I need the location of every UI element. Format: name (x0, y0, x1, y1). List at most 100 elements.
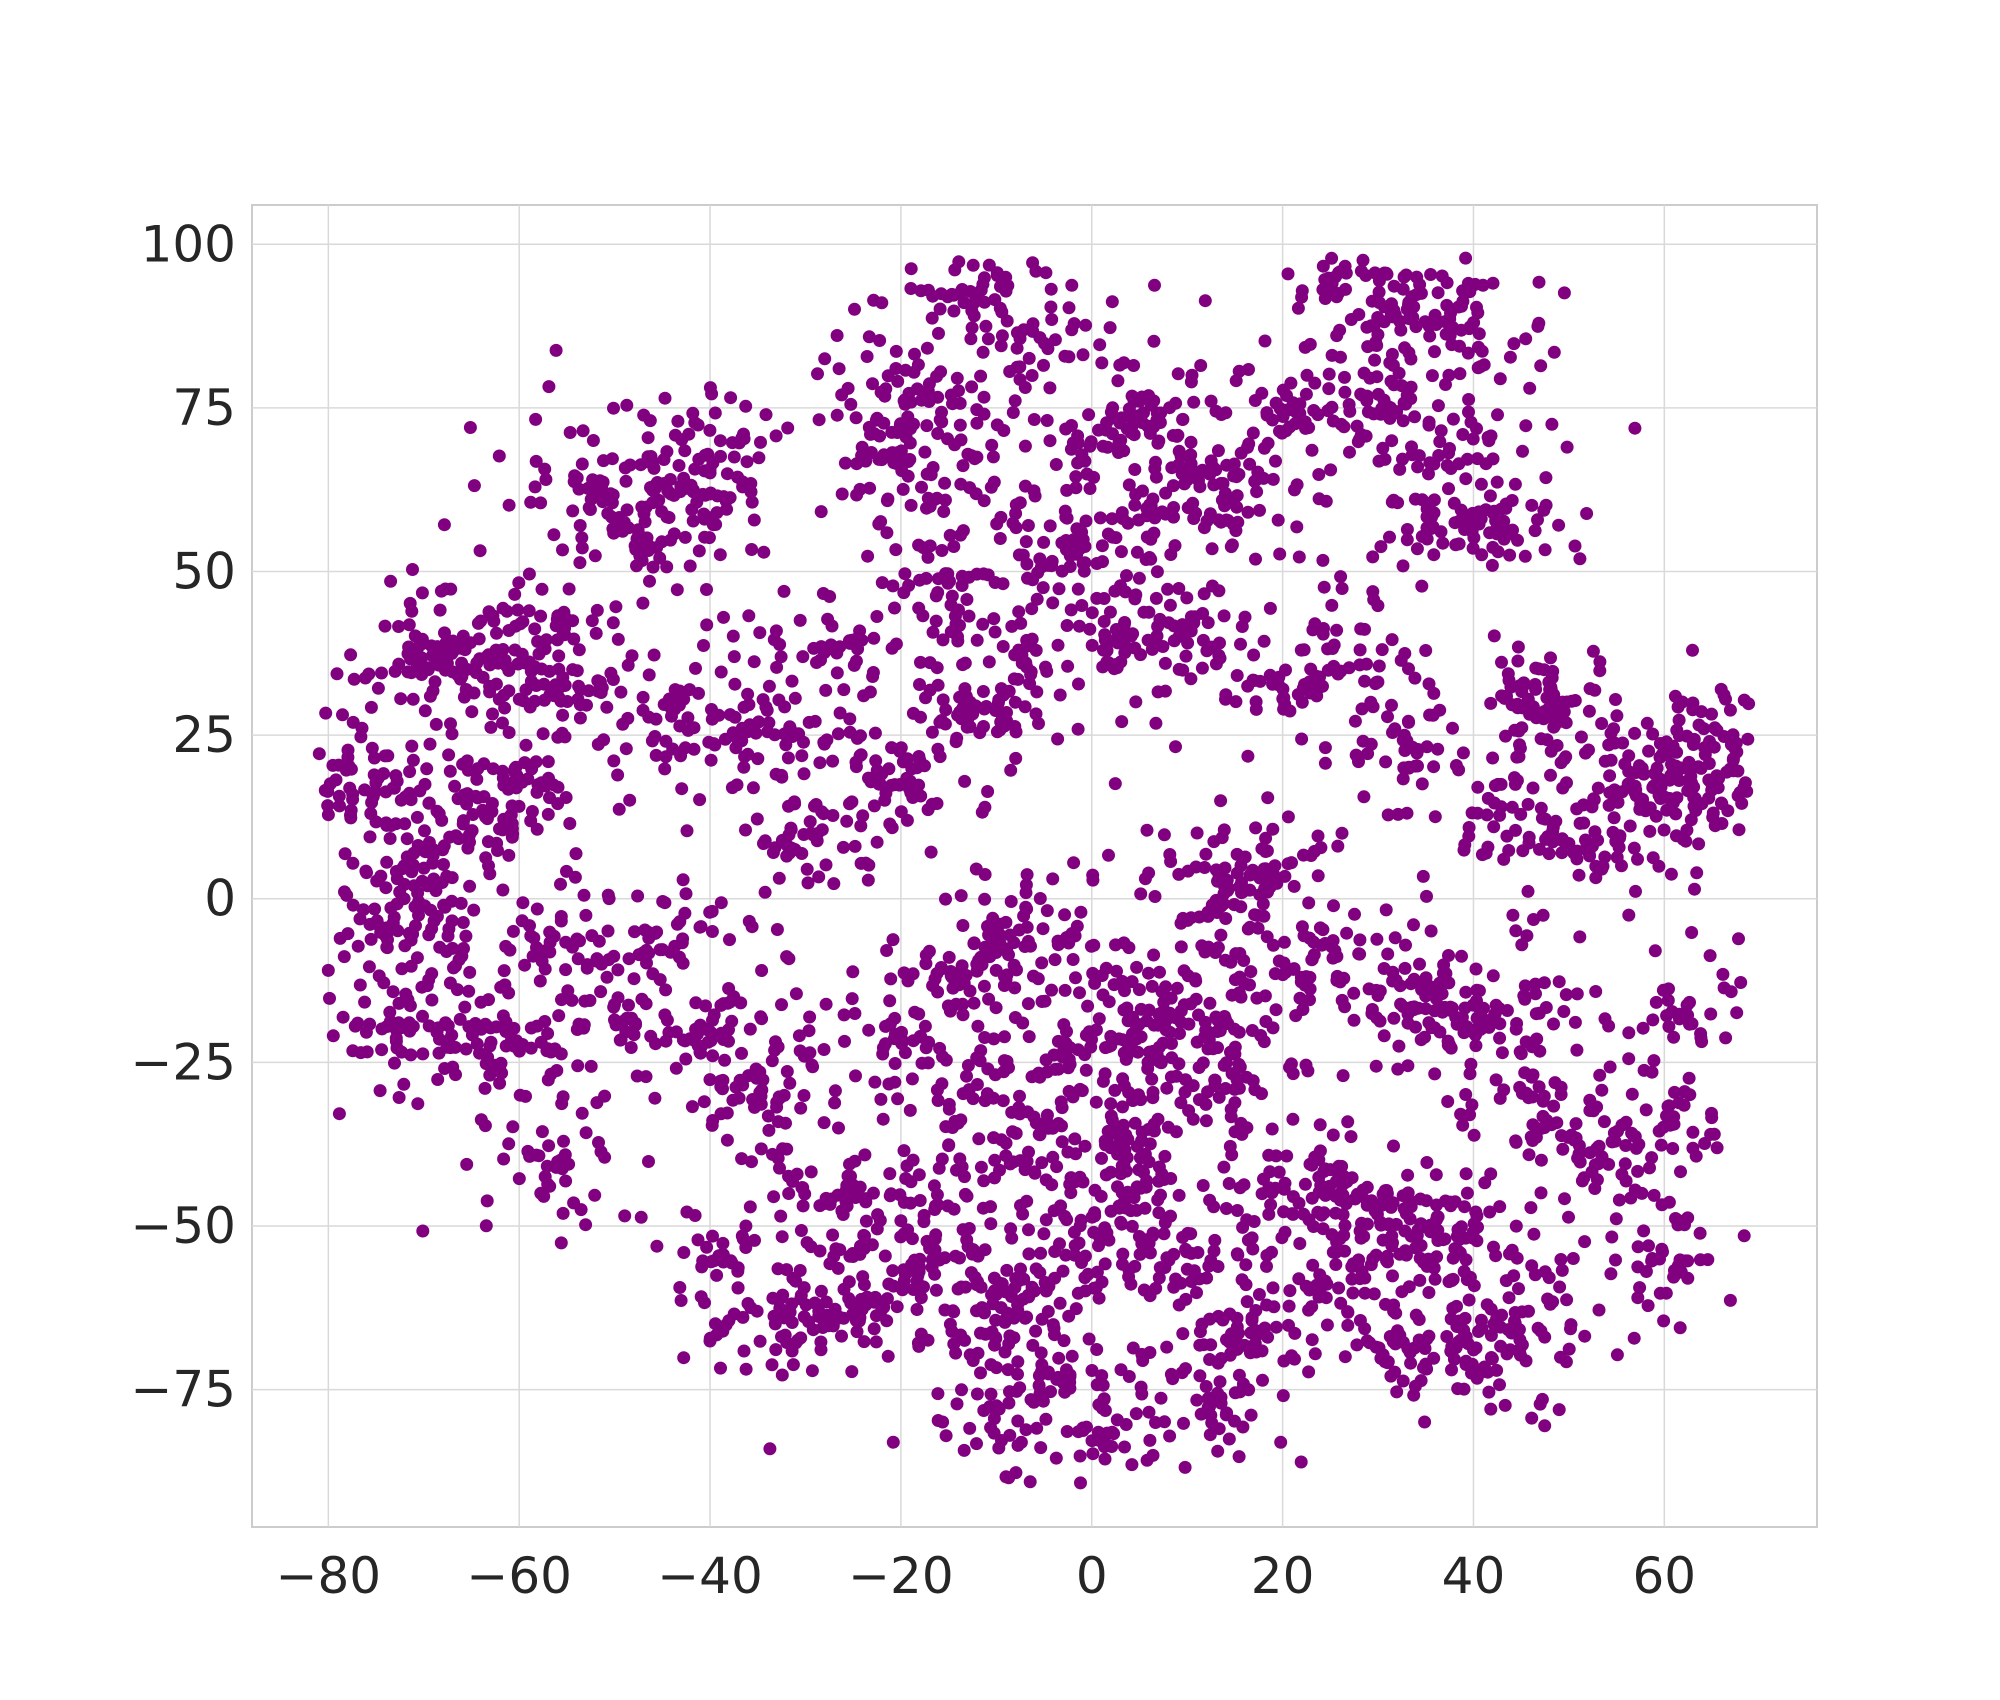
scatter-point (1327, 638, 1341, 652)
scatter-point (1526, 781, 1540, 795)
scatter-point (502, 684, 516, 698)
scatter-point (1274, 1435, 1288, 1449)
scatter-point (1579, 833, 1592, 847)
scatter-point (628, 539, 642, 553)
scatter-point (1430, 1198, 1443, 1212)
scatter-point (1149, 470, 1163, 484)
scatter-point (773, 1301, 787, 1315)
scatter-point (1415, 579, 1429, 593)
scatter-point (1066, 953, 1080, 966)
scatter-point (607, 754, 621, 768)
scatter-point (1454, 1220, 1468, 1234)
scatter-point (832, 362, 846, 376)
scatter-point (1179, 1362, 1192, 1376)
scatter-point (391, 924, 405, 938)
scatter-point (1465, 1098, 1479, 1112)
scatter-point (1037, 358, 1050, 372)
scatter-point (1381, 947, 1395, 961)
scatter-point (1734, 976, 1748, 989)
scatter-point (600, 700, 614, 714)
scatter-point (1059, 422, 1073, 436)
scatter-point (956, 701, 970, 715)
scatter-point (1218, 1012, 1232, 1026)
scatter-point (1096, 988, 1110, 1002)
scatter-point (403, 999, 417, 1013)
scatter-point (1619, 1115, 1633, 1129)
scatter-point (883, 817, 897, 831)
scatter-point (1163, 1429, 1177, 1443)
scatter-point (803, 815, 817, 829)
scatter-point (1227, 898, 1241, 912)
scatter-point (1539, 471, 1553, 485)
scatter-point (1285, 856, 1298, 870)
scatter-point (1398, 961, 1412, 975)
scatter-point (811, 367, 824, 381)
scatter-point (898, 1046, 912, 1060)
scatter-point (1045, 554, 1059, 568)
scatter-point (1493, 372, 1507, 386)
scatter-point (401, 665, 415, 679)
scatter-point (1454, 503, 1468, 517)
scatter-point (1662, 1020, 1676, 1033)
scatter-point (1277, 1205, 1291, 1219)
scatter-point (1057, 1018, 1071, 1032)
scatter-point (862, 858, 876, 872)
scatter-point (1085, 638, 1099, 652)
scatter-point (445, 1028, 459, 1042)
scatter-point (1468, 277, 1482, 291)
scatter-point (607, 526, 621, 540)
scatter-point (1453, 367, 1467, 381)
scatter-point (1505, 800, 1519, 814)
scatter-point (1079, 1028, 1093, 1042)
scatter-point (590, 1096, 604, 1110)
scatter-point (1652, 859, 1666, 873)
scatter-point (1281, 810, 1295, 824)
scatter-point (405, 739, 419, 753)
scatter-point (920, 341, 934, 355)
scatter-point (1003, 1428, 1017, 1442)
scatter-point (1011, 1355, 1025, 1369)
scatter-point (958, 656, 972, 670)
scatter-point (891, 374, 905, 388)
scatter-point (1649, 995, 1663, 1009)
scatter-point (1318, 273, 1332, 287)
scatter-point (1605, 1230, 1619, 1244)
scatter-point (1460, 452, 1474, 466)
scatter-point (1311, 869, 1325, 883)
scatter-point (631, 889, 645, 903)
scatter-point (1071, 582, 1085, 596)
scatter-point (1027, 413, 1041, 426)
scatter-point (605, 496, 619, 510)
scatter-point (981, 332, 995, 346)
scatter-point (797, 1310, 811, 1324)
scatter-point (804, 1165, 818, 1179)
scatter-point (1153, 1261, 1167, 1275)
scatter-point (692, 686, 705, 700)
scatter-point (1177, 477, 1191, 491)
scatter-point (1439, 327, 1453, 341)
scatter-point (1471, 452, 1484, 466)
scatter-point (569, 847, 583, 861)
scatter-point (983, 1400, 997, 1414)
scatter-point (1262, 1181, 1276, 1195)
scatter-point (1344, 1130, 1358, 1144)
scatter-point (1394, 997, 1408, 1011)
scatter-point (886, 1264, 900, 1278)
scatter-point (1559, 988, 1573, 1002)
scatter-point (934, 287, 948, 301)
scatter-point (1423, 1218, 1437, 1232)
scatter-point (437, 858, 450, 871)
scatter-point (1513, 1348, 1527, 1362)
scatter-point (1659, 735, 1673, 749)
scatter-point (371, 681, 385, 695)
scatter-point (1737, 1229, 1751, 1243)
scatter-point (1090, 1265, 1104, 1279)
scatter-point (846, 965, 860, 979)
scatter-point (406, 692, 420, 706)
scatter-point (392, 620, 406, 633)
scatter-point (1219, 1056, 1233, 1070)
scatter-point (1570, 987, 1584, 1001)
scatter-point (1279, 663, 1292, 677)
scatter-point (312, 747, 326, 761)
scatter-point (1710, 1141, 1724, 1155)
